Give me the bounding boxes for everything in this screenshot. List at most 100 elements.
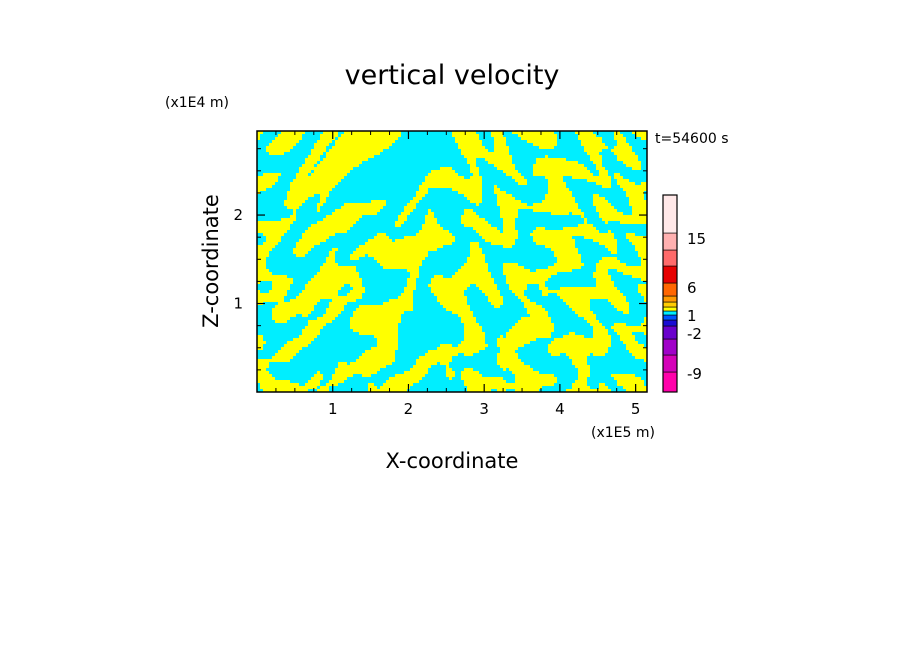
field-cell [461, 176, 464, 179]
field-cell [464, 377, 467, 380]
field-cell [407, 269, 410, 272]
field-cell [305, 302, 308, 305]
field-cell [257, 338, 260, 341]
field-cell [509, 230, 512, 233]
field-cell [479, 230, 482, 233]
field-cell [311, 176, 314, 179]
field-cell [602, 281, 605, 284]
field-cell [314, 188, 317, 191]
field-cell [494, 143, 497, 146]
field-cell [626, 221, 629, 224]
field-cell [359, 362, 362, 365]
field-cell [614, 377, 617, 380]
field-cell [359, 131, 362, 134]
field-cell [641, 260, 644, 263]
field-cell [575, 257, 578, 260]
field-cell [428, 221, 431, 224]
field-cell [476, 272, 479, 275]
field-cell [323, 218, 326, 221]
field-cell [572, 206, 575, 209]
field-cell [272, 380, 275, 383]
field-cell [440, 182, 443, 185]
field-cell [596, 266, 599, 269]
field-cell [296, 194, 299, 197]
field-cell [296, 251, 299, 254]
field-cell [389, 239, 392, 242]
field-cell [575, 263, 578, 266]
field-cell [266, 251, 269, 254]
field-cell [341, 152, 344, 155]
field-cell [272, 230, 275, 233]
field-cell [578, 311, 581, 314]
field-cell [299, 173, 302, 176]
field-cell [374, 236, 377, 239]
field-cell [320, 146, 323, 149]
field-cell [383, 254, 386, 257]
field-cell [344, 368, 347, 371]
field-cell [308, 293, 311, 296]
field-cell [359, 365, 362, 368]
field-cell [431, 287, 434, 290]
field-cell [584, 356, 587, 359]
field-cell [338, 275, 341, 278]
field-cell [434, 248, 437, 251]
field-cell [455, 173, 458, 176]
field-cell [638, 239, 641, 242]
field-cell [596, 284, 599, 287]
field-cell [530, 305, 533, 308]
field-cell [416, 380, 419, 383]
field-cell [632, 353, 635, 356]
field-cell [641, 203, 644, 206]
field-cell [413, 365, 416, 368]
field-cell [344, 161, 347, 164]
field-cell [320, 164, 323, 167]
field-cell [374, 308, 377, 311]
field-cell [464, 146, 467, 149]
field-cell [347, 374, 350, 377]
field-cell [605, 272, 608, 275]
field-cell [482, 218, 485, 221]
field-cell [368, 374, 371, 377]
field-cell [605, 269, 608, 272]
field-cell [605, 185, 608, 188]
field-cell [326, 266, 329, 269]
field-cell [299, 137, 302, 140]
field-cell [371, 251, 374, 254]
field-cell [350, 323, 353, 326]
field-cell [533, 374, 536, 377]
field-cell [389, 248, 392, 251]
field-cell [587, 137, 590, 140]
field-cell [503, 263, 506, 266]
field-cell [323, 323, 326, 326]
field-cell [539, 311, 542, 314]
field-cell [269, 227, 272, 230]
field-cell [545, 275, 548, 278]
field-cell [260, 362, 263, 365]
field-cell [404, 254, 407, 257]
field-cell [479, 260, 482, 263]
field-cell [260, 293, 263, 296]
field-cell [551, 170, 554, 173]
field-cell [602, 284, 605, 287]
field-cell [440, 356, 443, 359]
field-cell [374, 200, 377, 203]
field-cell [386, 260, 389, 263]
field-cell [425, 215, 428, 218]
field-cell [476, 332, 479, 335]
field-cell [470, 281, 473, 284]
field-cell [512, 263, 515, 266]
field-cell [323, 272, 326, 275]
field-cell [533, 278, 536, 281]
field-cell [395, 257, 398, 260]
field-cell [614, 215, 617, 218]
field-cell [296, 134, 299, 137]
field-cell [515, 371, 518, 374]
field-cell [266, 173, 269, 176]
field-cell [257, 179, 260, 182]
field-cell [476, 266, 479, 269]
field-cell [326, 167, 329, 170]
field-cell [473, 335, 476, 338]
field-cell [473, 371, 476, 374]
field-cell [548, 326, 551, 329]
field-cell [533, 164, 536, 167]
